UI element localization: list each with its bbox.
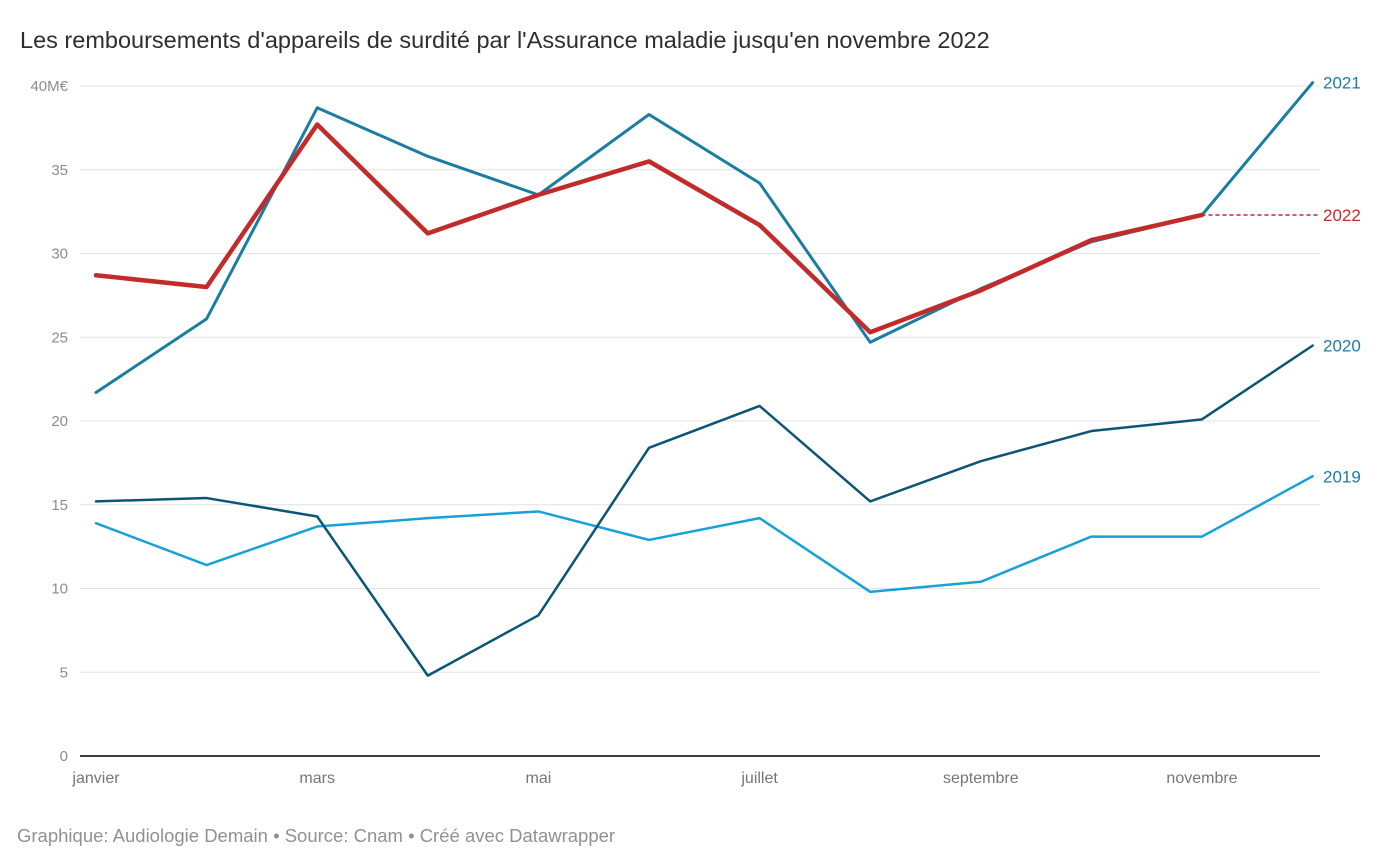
- svg-text:septembre: septembre: [943, 770, 1019, 787]
- svg-text:2020: 2020: [1323, 337, 1361, 356]
- svg-text:mai: mai: [526, 770, 552, 787]
- svg-text:10: 10: [51, 581, 68, 598]
- svg-text:2021: 2021: [1323, 74, 1361, 93]
- svg-text:2019: 2019: [1323, 467, 1361, 486]
- svg-text:mars: mars: [299, 770, 335, 787]
- svg-text:20: 20: [51, 413, 68, 430]
- svg-text:5: 5: [60, 664, 68, 681]
- svg-text:janvier: janvier: [71, 770, 120, 787]
- svg-text:30: 30: [51, 246, 68, 263]
- svg-text:25: 25: [51, 329, 68, 346]
- svg-text:40M€: 40M€: [30, 78, 68, 95]
- svg-text:35: 35: [51, 162, 68, 179]
- svg-text:15: 15: [51, 497, 68, 514]
- svg-text:2022: 2022: [1323, 206, 1361, 225]
- svg-text:novembre: novembre: [1166, 770, 1237, 787]
- svg-text:0: 0: [60, 748, 68, 765]
- svg-text:juillet: juillet: [740, 770, 778, 787]
